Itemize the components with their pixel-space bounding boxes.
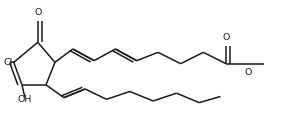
- Text: O: O: [245, 68, 252, 77]
- Text: OH: OH: [17, 95, 31, 104]
- Text: O: O: [222, 33, 230, 42]
- Text: O: O: [34, 8, 42, 17]
- Text: Cl: Cl: [3, 58, 13, 67]
